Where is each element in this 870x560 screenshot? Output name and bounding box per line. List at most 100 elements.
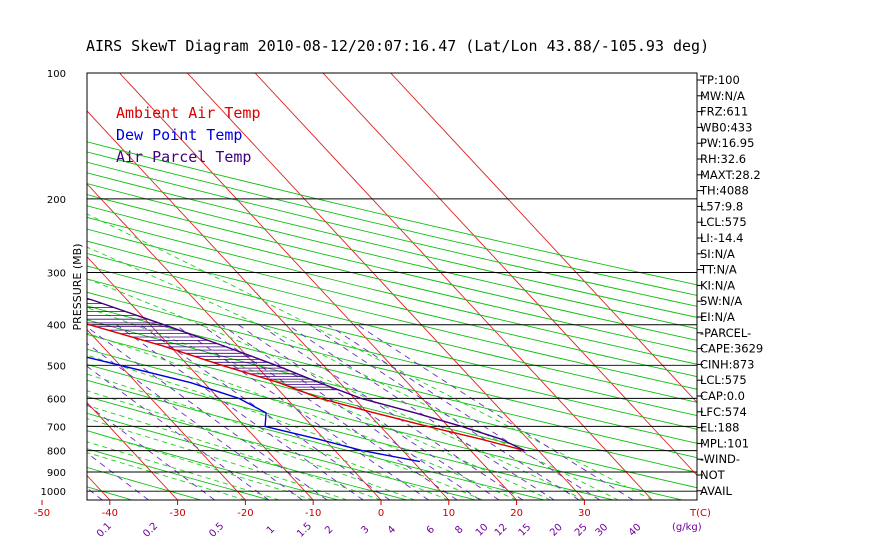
isotherm-line — [0, 73, 42, 500]
dry-adiabat-line — [87, 216, 697, 365]
mixing-ratio-label: 40 — [627, 522, 644, 539]
mixing-ratio-label: 6 — [425, 524, 437, 536]
mixing-ratio-label: 4 — [386, 524, 398, 536]
parameter-label: CAP:0.0 — [700, 389, 745, 403]
parameter-label: AVAIL — [700, 484, 733, 498]
pressure-tick-label: 100 — [47, 69, 66, 80]
pressure-tick-label: 700 — [47, 422, 66, 433]
legend-entry: Air Parcel Temp — [116, 148, 251, 166]
parameter-label: L57:9.8 — [700, 199, 743, 213]
pressure-tick-label: 1000 — [41, 487, 66, 498]
parameter-label: SW:N/A — [700, 294, 742, 308]
mixing-ratio-line — [140, 324, 391, 500]
moist-adiabat-line — [87, 354, 483, 500]
dry-adiabat-line — [87, 466, 201, 500]
dry-adiabat-line — [87, 228, 697, 378]
temp-tick-label: 0 — [378, 508, 384, 519]
parameter-label: MAXT:28.2 — [700, 168, 761, 182]
temp-tick-label: -30 — [169, 508, 185, 519]
moist-adiabat-line — [87, 307, 551, 500]
mixing-ratio-line — [87, 326, 328, 500]
series-dewpoint-line — [87, 356, 421, 463]
mixing-ratio-label: 15 — [517, 522, 534, 539]
temp-tick-label: 30 — [578, 508, 591, 519]
pressure-tick-label: 400 — [47, 321, 66, 332]
isotherm-line — [87, 474, 111, 500]
parameter-label: EL:188 — [700, 421, 740, 435]
isotherm-line — [87, 183, 382, 500]
dry-adiabat-line — [87, 448, 270, 500]
moist-adiabat-line — [87, 452, 246, 500]
parameter-label: TH:4088 — [699, 184, 749, 198]
mixing-ratio-label: 0.1 — [95, 521, 114, 540]
parameter-label: SI:N/A — [700, 247, 735, 261]
parameter-label: LI:-14.4 — [700, 231, 743, 245]
pressure-tick-label: 500 — [47, 361, 66, 372]
parameter-label: EI:N/A — [700, 310, 735, 324]
mixing-ratio-label: 1 — [265, 524, 277, 536]
mixing-ratio-line — [87, 342, 303, 500]
temp-tick-label: 10 — [442, 508, 455, 519]
parameter-label: NOT — [700, 468, 726, 482]
dry-adiabat-line — [87, 486, 133, 500]
isotherm-line — [186, 73, 585, 500]
mixing-ratio-line — [238, 324, 500, 500]
plot-frame — [86, 72, 698, 501]
isotherm-line — [87, 110, 450, 500]
parameter-label: WB0:433 — [700, 120, 752, 134]
mixing-ratio-label: 8 — [453, 524, 465, 536]
dry-adiabat-line — [87, 319, 697, 473]
mixing-ratio-line — [116, 324, 364, 500]
mixing-ratio-line — [259, 324, 524, 500]
pressure-tick-label: 600 — [47, 394, 66, 405]
parameter-label: KI:N/A — [700, 278, 735, 292]
dry-adiabat-line — [87, 379, 545, 500]
mixing-ratio-line — [87, 403, 215, 500]
dry-adiabat-line — [87, 141, 697, 286]
mixing-ratio-line — [87, 452, 149, 500]
moist-adiabat-line — [87, 441, 280, 500]
dry-adiabat-line — [87, 430, 339, 500]
moist-adiabat-line — [87, 373, 449, 500]
mixing-ratio-line — [357, 324, 634, 500]
temp-tick-label: -10 — [305, 508, 321, 519]
moist-adiabat-line — [87, 213, 653, 500]
parameter-label: RH:32.6 — [700, 152, 746, 166]
mixing-ratio-label: 0.2 — [141, 521, 160, 540]
parameter-label: PW:16.95 — [700, 136, 754, 150]
parameter-label: CINH:873 — [700, 357, 755, 371]
isotherm-line — [254, 73, 653, 500]
pressure-tick-label: 800 — [47, 447, 66, 458]
dry-adiabat-line — [87, 348, 683, 500]
isotherm-line — [390, 73, 697, 404]
temp-tick-label: -50 — [34, 508, 50, 519]
mixing-ratio-label: 12 — [493, 522, 510, 539]
dry-adiabat-line — [87, 291, 697, 444]
mixing-ratio-line — [287, 324, 555, 500]
dry-adiabat-line — [87, 194, 697, 341]
pressure-tick-label: 200 — [47, 195, 66, 206]
mixing-ratio-label: 2 — [323, 524, 335, 536]
temp-unit-label: T(C) — [689, 508, 711, 519]
mixing-ratio-label: 3 — [359, 524, 371, 536]
mixing-ratio-label: 10 — [474, 522, 491, 539]
legend: Ambient Air Temp Dew Point Temp Air Parcel… — [116, 104, 261, 166]
mixing-ratio-line — [87, 365, 270, 500]
mixing-ratio-line — [309, 324, 580, 500]
pressure-tick-label: 900 — [47, 468, 66, 479]
mixing-ratio-line — [327, 324, 601, 500]
mixing-ratio-label: 25 — [573, 522, 590, 539]
isobars — [87, 72, 697, 492]
parameter-label: -PARCEL- — [700, 326, 751, 340]
isotherm-line — [87, 401, 178, 500]
temp-tick-label: 20 — [510, 508, 523, 519]
parameter-label: LCL:575 — [700, 215, 747, 229]
dry-adiabat-line — [87, 252, 697, 403]
dry-adiabat-line — [87, 265, 697, 417]
pressure-tick-label: 300 — [47, 269, 66, 280]
mixing-ratio-label: 0.5 — [207, 521, 226, 540]
chart-title: AIRS SkewT Diagram 2010-08-12/20:07:16.4… — [86, 37, 709, 55]
